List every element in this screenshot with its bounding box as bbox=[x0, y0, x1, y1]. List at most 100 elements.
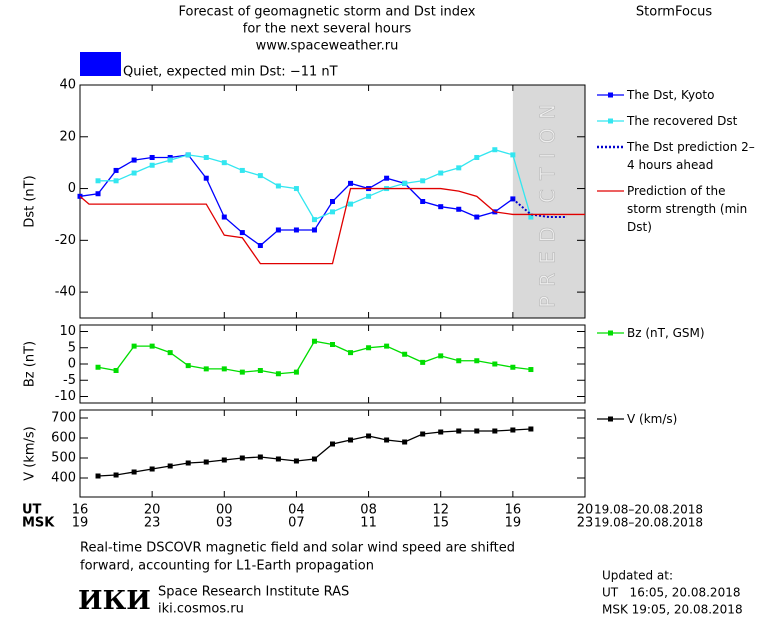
y-tick-label: 600 bbox=[51, 431, 76, 446]
data-point bbox=[438, 204, 444, 210]
data-point bbox=[528, 426, 534, 432]
data-point bbox=[384, 175, 390, 181]
x-tick-label: 04 bbox=[288, 503, 305, 518]
data-point bbox=[402, 180, 408, 186]
data-point bbox=[167, 463, 173, 469]
legend-marker bbox=[608, 118, 613, 124]
data-point bbox=[113, 472, 119, 478]
data-point bbox=[131, 157, 137, 163]
legend-label: The Dst prediction 2–4 hours ahead bbox=[627, 140, 755, 172]
data-point bbox=[275, 227, 281, 233]
data-point bbox=[420, 359, 426, 365]
msk-tick-label: 15 bbox=[432, 516, 449, 531]
data-point bbox=[167, 154, 173, 160]
data-point bbox=[113, 368, 119, 373]
data-point bbox=[384, 343, 390, 349]
data-point bbox=[95, 473, 101, 479]
data-point bbox=[456, 428, 462, 434]
legend-marker bbox=[608, 330, 613, 336]
data-point bbox=[95, 364, 101, 370]
x-tick-label: 08 bbox=[360, 503, 377, 518]
y-tick-label: 500 bbox=[51, 451, 76, 466]
data-point bbox=[384, 437, 390, 443]
data-point bbox=[438, 170, 444, 176]
series-line bbox=[97, 428, 531, 477]
data-point bbox=[239, 167, 245, 173]
institute: Space Research Institute RAS bbox=[158, 585, 349, 600]
x-tick-label: 20 bbox=[144, 503, 161, 518]
data-point bbox=[239, 230, 245, 236]
legend-label: The Dst, Kyoto bbox=[627, 88, 715, 102]
data-point bbox=[348, 180, 354, 186]
data-point bbox=[95, 191, 101, 197]
data-point bbox=[149, 343, 155, 349]
prediction-label: PREDICTION bbox=[535, 95, 559, 308]
data-point bbox=[474, 428, 480, 434]
msk-tick-label: 19 bbox=[505, 516, 522, 531]
prediction-region bbox=[512, 85, 585, 318]
y-tick-label: 40 bbox=[59, 78, 76, 93]
data-point bbox=[131, 170, 137, 176]
data-point bbox=[420, 431, 426, 437]
data-point bbox=[203, 175, 209, 181]
msk-tick-label: 19 bbox=[72, 516, 89, 531]
data-point bbox=[167, 157, 173, 163]
data-point bbox=[275, 456, 281, 462]
data-point bbox=[113, 167, 119, 173]
data-point bbox=[185, 460, 191, 466]
data-point bbox=[348, 437, 354, 443]
x-tick-label: 20 bbox=[577, 503, 594, 518]
y-tick-label: 20 bbox=[59, 129, 76, 144]
data-point bbox=[311, 227, 317, 233]
data-point bbox=[131, 469, 137, 475]
data-point bbox=[275, 371, 281, 377]
msk-tick-label: 23 bbox=[577, 516, 594, 531]
status-color bbox=[80, 52, 121, 76]
panel-frame bbox=[79, 84, 586, 319]
msk-tick-label: 03 bbox=[216, 516, 233, 531]
logo: ИКИ bbox=[78, 586, 151, 616]
data-point bbox=[293, 227, 299, 233]
data-point bbox=[293, 369, 299, 375]
data-point bbox=[95, 178, 101, 184]
data-point bbox=[330, 199, 335, 204]
data-point bbox=[131, 343, 137, 349]
y-tick-label: -10 bbox=[55, 389, 76, 404]
data-point bbox=[474, 358, 480, 364]
data-point bbox=[366, 193, 372, 199]
data-point bbox=[257, 243, 263, 249]
series-line bbox=[512, 198, 567, 219]
data-point bbox=[510, 427, 516, 433]
data-point bbox=[221, 214, 227, 220]
title-line: Forecast of geomagnetic storm and Dst in… bbox=[178, 5, 475, 20]
y-axis-label: V (km/s) bbox=[23, 426, 38, 481]
y-tick-label: -40 bbox=[55, 285, 76, 300]
data-point bbox=[348, 201, 354, 207]
x-tick-label: 16 bbox=[505, 503, 522, 518]
data-point bbox=[221, 160, 227, 166]
data-point bbox=[185, 363, 191, 369]
data-point bbox=[239, 455, 245, 461]
y-tick-label: 400 bbox=[51, 471, 76, 486]
brand: StormFocus bbox=[636, 5, 712, 20]
data-point bbox=[528, 214, 534, 220]
data-point bbox=[420, 199, 426, 204]
msk-label: MSK bbox=[22, 516, 55, 531]
legend-marker bbox=[608, 92, 613, 98]
ut-label: UT bbox=[22, 503, 42, 518]
title-line: www.spaceweather.ru bbox=[256, 39, 399, 54]
y-tick-label: -5 bbox=[63, 373, 76, 388]
data-point bbox=[113, 178, 119, 184]
data-point bbox=[510, 364, 516, 370]
series-line bbox=[98, 149, 532, 221]
data-point bbox=[366, 345, 372, 351]
data-point bbox=[293, 458, 299, 464]
data-point bbox=[528, 367, 534, 373]
data-point bbox=[311, 338, 317, 344]
data-point bbox=[149, 154, 155, 160]
y-tick-label: 700 bbox=[51, 411, 76, 426]
data-point bbox=[239, 369, 245, 375]
data-point bbox=[474, 154, 480, 160]
